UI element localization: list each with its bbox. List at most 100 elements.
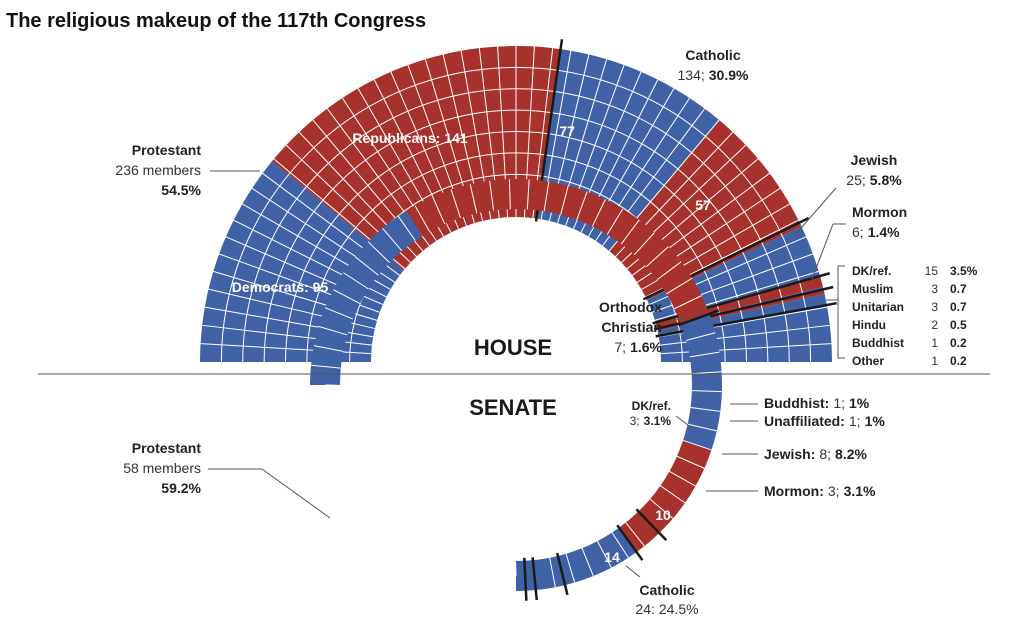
senate-segment-catholic-democrat <box>681 313 722 450</box>
other-table-count: 1 <box>931 354 938 368</box>
senate-grid-spoke <box>318 325 348 336</box>
senate-grid-spoke <box>489 180 494 211</box>
senate-grid-spoke <box>649 498 674 519</box>
other-table-name: Unitarian <box>852 300 904 314</box>
senate-grid-spoke <box>508 179 511 210</box>
senate-grid-spoke <box>660 485 686 504</box>
senate-grid-spoke <box>576 191 588 221</box>
senate-grid-spoke <box>633 232 655 256</box>
other-table-pct: 0.2 <box>950 336 967 350</box>
senate-grid-spoke <box>620 219 640 245</box>
house-democrats-label: Democrats: 95 <box>232 279 329 295</box>
house-catholic-rep-value: 57 <box>695 197 711 213</box>
house-catholic-dem-value: 77 <box>559 123 575 139</box>
other-table-pct: 3.5% <box>950 264 978 278</box>
senate-grid-spoke <box>526 179 530 210</box>
house-other-bracket <box>826 265 845 359</box>
house-label: HOUSE <box>474 335 552 360</box>
senate-dkref-callout: DK/ref. 3; 3.1% <box>630 399 693 429</box>
senate-grid-spoke <box>414 205 431 232</box>
house-catholic-callout: Catholic 134; 30.9% <box>678 47 749 83</box>
senate-segment-dk-ref-democrat <box>532 555 566 591</box>
svg-text:134;30.9%: 134; 30.9% <box>678 67 749 83</box>
senate-segment-buddhist-democrat <box>516 560 526 591</box>
senate-grid-spoke <box>469 184 478 214</box>
senate-segment-catholic-republican <box>638 440 712 533</box>
house-mormon-callout: Mormon 6; 1.4% <box>811 204 907 280</box>
svg-text:25;5.8%: 25; 5.8% <box>846 172 902 188</box>
senate-grid-spoke <box>606 208 624 235</box>
senate-chart <box>310 179 722 601</box>
senate-protestant-rep-value: 37 <box>439 559 455 575</box>
senate-grid-spoke <box>343 272 369 290</box>
senate-catholic-dem-value: 14 <box>604 549 620 565</box>
senate-grid-spoke <box>611 532 629 558</box>
senate-grid-spoke <box>310 364 341 369</box>
other-table-name: Buddhist <box>852 336 904 350</box>
senate-grid-ring <box>324 384 517 577</box>
other-table-name: Other <box>852 354 884 368</box>
house-segment-protestant-republican <box>272 45 561 270</box>
senate-grid-spoke <box>691 371 722 375</box>
senate-grid-spoke <box>669 470 696 487</box>
svg-text:Christian: Christian <box>601 319 662 335</box>
senate-religion-divider <box>523 557 528 601</box>
senate-segment-protestant-democrat <box>310 210 423 385</box>
senate-grid-spoke <box>549 557 556 588</box>
senate-segment-protestant-republican <box>406 179 710 325</box>
senate-grid-spoke <box>354 256 379 276</box>
senate-grid-spoke <box>691 390 722 393</box>
senate-grid-spoke <box>367 241 390 263</box>
senate-grid-spoke <box>596 540 612 568</box>
svg-text:Orthodox: Orthodox <box>599 299 662 315</box>
senate-religion-divider <box>616 524 644 561</box>
svg-text:Jewish: Jewish <box>851 152 898 168</box>
svg-text:Unaffiliated:1;1%: Unaffiliated: 1; 1% <box>764 413 885 429</box>
senate-religion-divider <box>555 552 569 596</box>
senate-grid-spoke <box>686 332 716 341</box>
other-table-name: DK/ref. <box>852 264 891 278</box>
other-table-pct: 0.7 <box>950 282 967 296</box>
senate-grid-spoke <box>674 295 702 310</box>
house-other-table: DK/ref. 15 3.5% Muslim 3 0.7 Unitarian 3 0.7 Hind… <box>852 264 978 368</box>
svg-text:59.2%: 59.2% <box>161 480 201 496</box>
senate-grid-spoke <box>645 246 669 268</box>
senate-grid-spoke <box>543 181 550 212</box>
svg-text:Catholic: Catholic <box>639 582 694 598</box>
senate-grid-spoke <box>581 547 594 577</box>
senate-grid-spoke <box>656 261 682 281</box>
senate-grid-spoke <box>682 439 712 451</box>
other-table-count: 3 <box>931 300 938 314</box>
senate-mormon-callout: Mormon: 3; 3.1% <box>706 483 876 499</box>
senate-grid-spoke <box>687 423 717 432</box>
senate-grid-spoke <box>432 196 446 225</box>
senate-grid-spoke <box>333 289 361 305</box>
other-table-pct: 0.2 <box>950 354 967 368</box>
senate-jewish-callout: Jewish: 8; 8.2% <box>722 446 868 462</box>
svg-text:Protestant: Protestant <box>132 440 202 456</box>
senate-protestant-dem-value: 21 <box>329 443 345 459</box>
house-republicans-label: Republicans: 141 <box>352 130 467 146</box>
other-table-count: 1 <box>931 336 938 350</box>
senate-religion-divider <box>531 557 538 601</box>
svg-text:24:24.5%: 24: 24.5% <box>635 601 698 617</box>
senate-religion-divider <box>635 508 668 542</box>
senate-grid-spoke <box>382 227 403 252</box>
other-table-pct: 0.5 <box>950 318 967 332</box>
senate-catholic-callout: Catholic 24: 24.5% <box>625 565 699 617</box>
svg-text:236 members: 236 members <box>115 162 201 178</box>
other-table-pct: 0.7 <box>950 300 967 314</box>
senate-grid-spoke <box>676 455 705 469</box>
other-table-name: Hindu <box>852 318 886 332</box>
senate-buddhist-callout: Buddhist: 1; 1% <box>730 395 870 411</box>
svg-text:Catholic: Catholic <box>685 47 740 63</box>
svg-text:3;3.1%: 3; 3.1% <box>630 414 672 428</box>
house-jewish-callout: Jewish 25; 5.8% <box>794 152 902 236</box>
senate-grid-spoke <box>689 351 720 358</box>
chart-title: The religious makeup of the 117th Congre… <box>6 10 426 32</box>
other-table-count: 2 <box>931 318 938 332</box>
svg-text:DK/ref.: DK/ref. <box>632 399 671 413</box>
svg-text:6;1.4%: 6; 1.4% <box>852 224 900 240</box>
senate-unaffiliated-callout: Unaffiliated: 1; 1% <box>730 413 885 429</box>
